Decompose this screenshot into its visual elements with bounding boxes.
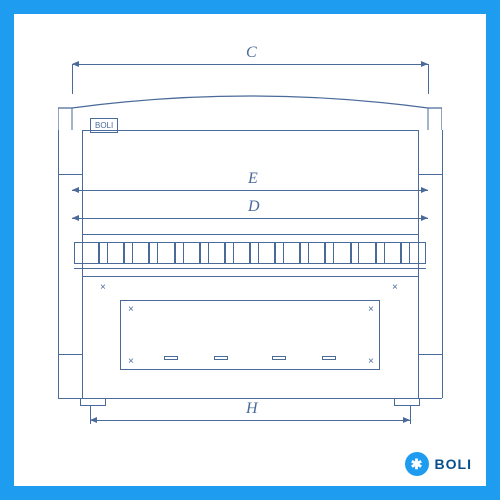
bed-bolt-r: × [392, 282, 398, 293]
dimension-label-e: E [248, 170, 258, 188]
foot-right [394, 398, 420, 406]
dimension-line-e [72, 190, 428, 191]
bed-bolt-l: × [100, 282, 106, 293]
apron-bolt-2: × [368, 304, 374, 315]
column-left-outer [58, 130, 59, 398]
bed-top [82, 276, 418, 277]
dimension-label-d: D [248, 198, 260, 216]
column-right-inner [418, 130, 419, 398]
die-row-under [74, 268, 426, 269]
ext-line-h-right [410, 406, 411, 424]
col-tie-l1 [58, 174, 82, 175]
ram-top [82, 130, 418, 131]
apron-bolt-3: × [128, 356, 134, 367]
col-tie-r2 [418, 354, 442, 355]
apron-bolt-4: × [368, 356, 374, 367]
col-tie-l2 [58, 354, 82, 355]
column-right-outer [442, 130, 443, 398]
dimension-label-h: H [246, 400, 258, 418]
column-left-inner [82, 130, 83, 398]
die-tooth-row [74, 242, 426, 264]
apron-slot-3 [272, 356, 286, 360]
dimension-line-d [72, 218, 428, 219]
dimension-label-c: C [246, 44, 257, 62]
drawing-canvas: C BOLI E D × × × × × × [14, 14, 486, 486]
foot-left [80, 398, 106, 406]
dimension-line-h [90, 420, 410, 421]
apron-slot-2 [214, 356, 228, 360]
brand-logo-text: BOLI [435, 456, 472, 472]
apron-slot-4 [322, 356, 336, 360]
apron-plate [120, 300, 380, 370]
dimension-line-c [72, 64, 428, 65]
col-tie-r1 [418, 174, 442, 175]
apron-slot-1 [164, 356, 178, 360]
brand-logo-badge: ✱ BOLI [397, 448, 480, 480]
apron-bolt-1: × [128, 304, 134, 315]
brand-logo-icon: ✱ [405, 452, 429, 476]
ram-bottom [82, 234, 418, 235]
bed-bottom [58, 398, 442, 399]
